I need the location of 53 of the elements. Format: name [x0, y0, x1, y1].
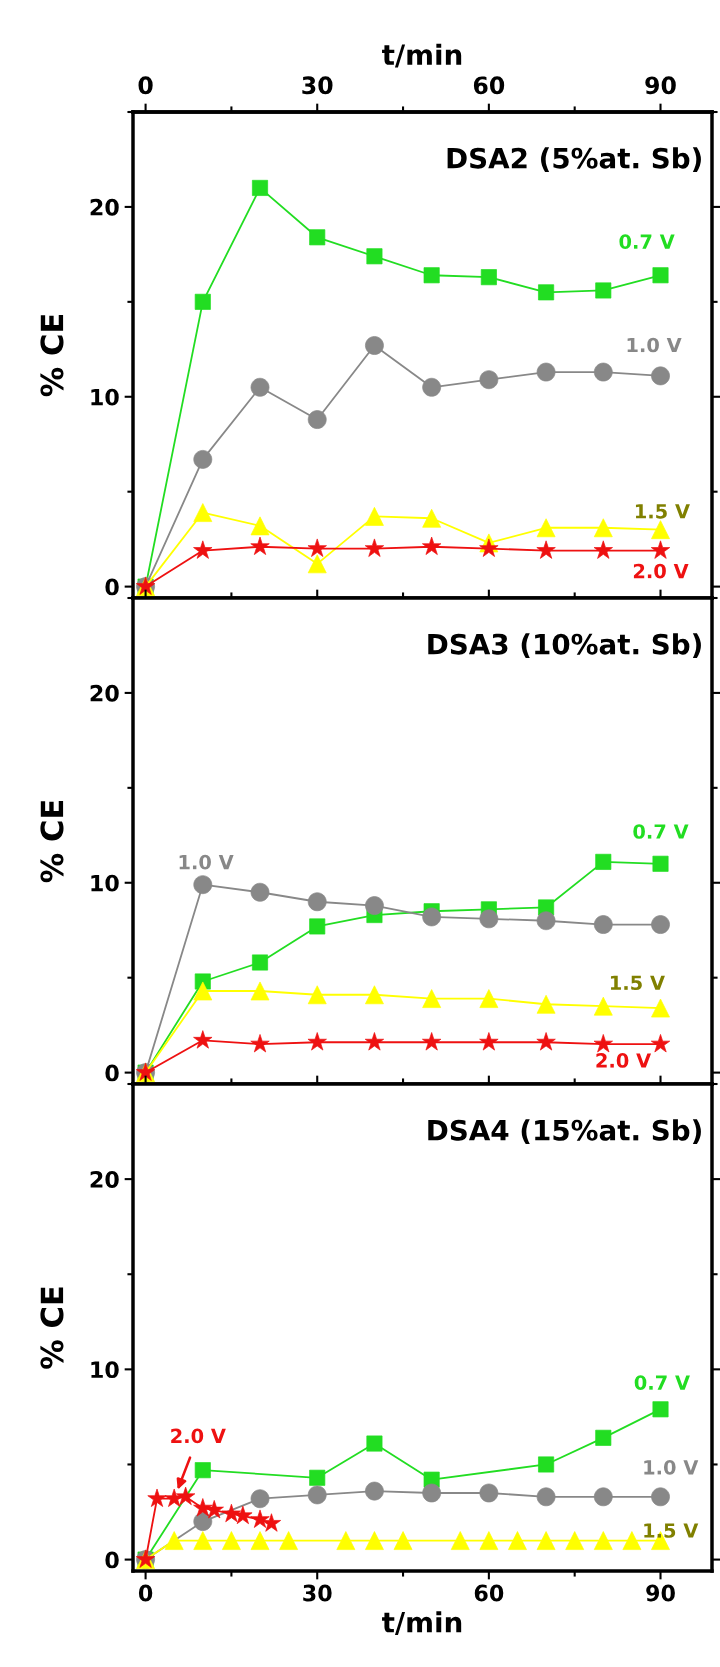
x-axis-title: t/min — [382, 1611, 462, 1635]
point — [193, 1531, 213, 1550]
series-label: 0.7 V — [634, 1375, 690, 1390]
text: 2.0 V — [171, 1428, 226, 1444]
y-tick-label: 20 — [90, 198, 119, 216]
point — [193, 503, 213, 522]
point — [479, 1531, 499, 1550]
point — [622, 1531, 642, 1550]
series-label: 2.0 V — [596, 1053, 652, 1068]
y-tick-label: 0 — [105, 578, 119, 596]
y-tick-label: 10 — [91, 388, 119, 406]
series-label: 1.5 V — [610, 975, 665, 991]
x2-tick-label: 90 — [645, 76, 676, 95]
y-tick-label: 20 — [90, 1171, 119, 1188]
point — [365, 336, 384, 355]
point — [538, 1456, 555, 1473]
series-label: 1.5 V — [635, 504, 690, 519]
text: DSA3 (10%at. Sb) — [428, 633, 701, 658]
x-tick-label: 90 — [646, 1584, 675, 1602]
y-tick-label: 10 — [91, 1361, 119, 1379]
y-tick-label: 0 — [105, 1551, 119, 1569]
series-label: 1.0 V — [644, 1459, 699, 1475]
point — [164, 1531, 184, 1550]
y-tick-label: 20 — [90, 684, 119, 702]
y-axis-title: % CE — [40, 314, 64, 397]
y-tick-label: 0 — [105, 1064, 119, 1082]
point — [393, 1531, 413, 1550]
y-axis-title: % CE — [40, 800, 64, 883]
point — [536, 362, 556, 382]
point — [307, 892, 327, 912]
x2-tick-label: 60 — [473, 76, 505, 95]
point — [422, 377, 442, 397]
x2-axis-title: t/min — [382, 43, 462, 68]
x2-tick-label: 0 — [138, 76, 153, 95]
point — [252, 179, 268, 196]
y-tick-label: 10 — [91, 874, 119, 892]
series-label: 1.0 V — [179, 854, 234, 870]
series-label: 2.0 V — [633, 563, 689, 579]
text: DSA4 (15%at. Sb) — [428, 1119, 701, 1145]
x-tick-label: 60 — [474, 1584, 504, 1602]
point — [593, 1531, 613, 1550]
series-label: 0.7 V — [619, 234, 675, 249]
x-tick-label: 0 — [138, 1584, 153, 1602]
series-label: 0.7 V — [633, 824, 689, 839]
series-label: 1.0 V — [627, 337, 682, 353]
point — [307, 554, 327, 574]
x-tick-label: 30 — [303, 1584, 332, 1602]
point — [593, 518, 613, 538]
series-label: 1.5 V — [644, 1523, 699, 1538]
text: DSA2 (5%at. Sb) — [447, 147, 701, 172]
y-axis-title: % CE — [40, 1287, 64, 1369]
x2-tick-label: 30 — [302, 76, 333, 95]
point — [422, 989, 442, 1008]
